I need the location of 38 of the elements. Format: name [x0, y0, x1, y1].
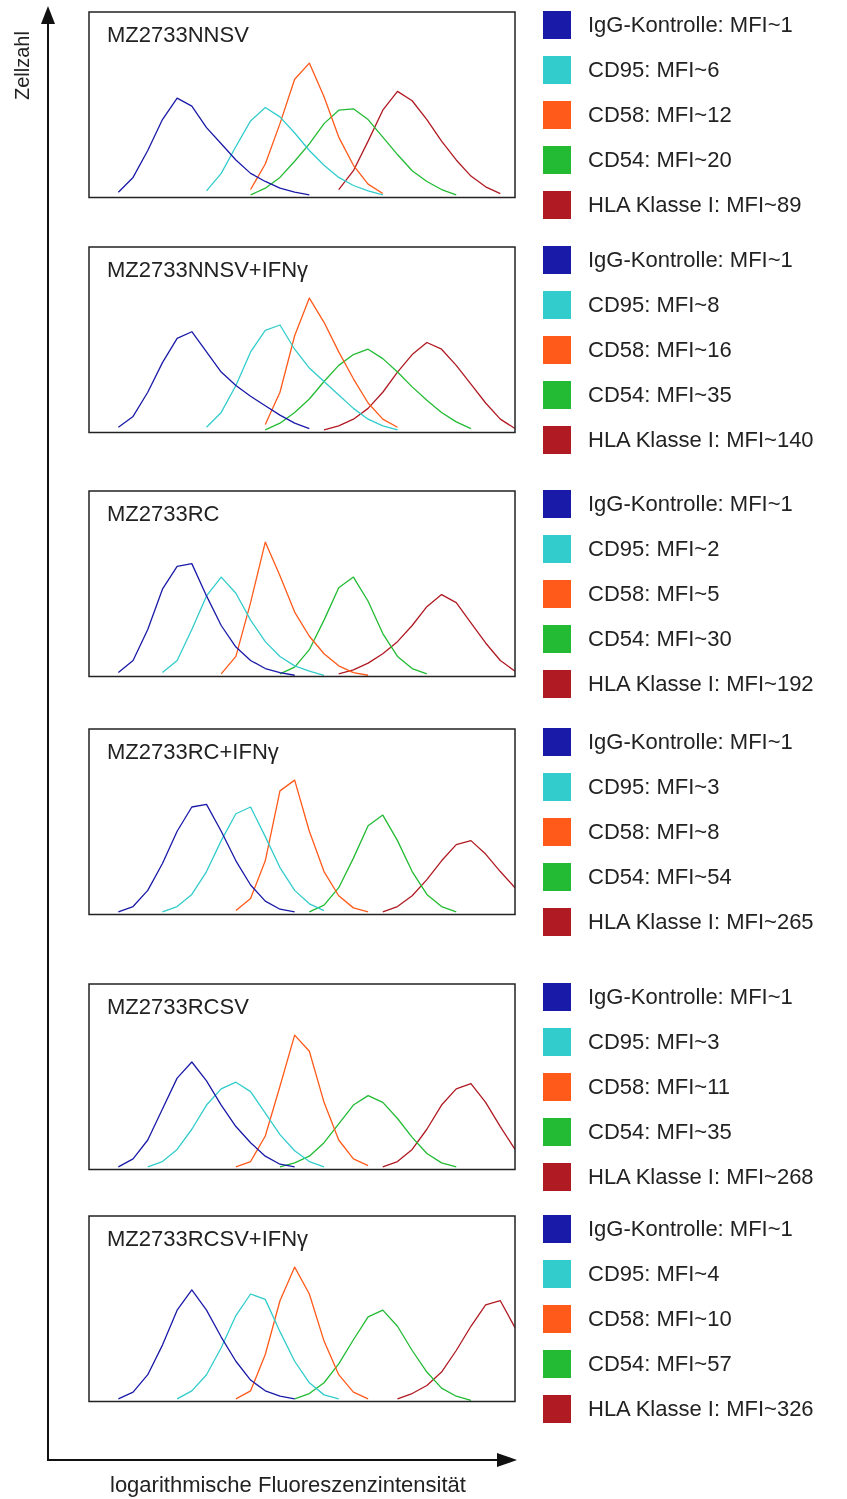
legend-label: IgG-Kontrolle: MFI~1 [588, 1216, 793, 1242]
legend-label: HLA Klasse I: MFI~265 [588, 909, 814, 935]
chart-title: MZ2733RC+IFNγ [107, 739, 279, 765]
legend-label: CD95: MFI~3 [588, 1029, 720, 1055]
legend-label: CD58: MFI~5 [588, 581, 720, 607]
legend-label: CD58: MFI~11 [588, 1074, 731, 1100]
chart-title: MZ2733RC [107, 501, 220, 527]
legend-label: CD58: MFI~12 [588, 102, 732, 128]
legend-label: CD58: MFI~16 [588, 337, 732, 363]
legend-label: CD54: MFI~35 [588, 1119, 732, 1145]
legend-label: IgG-Kontrolle: MFI~1 [588, 247, 793, 273]
legend-label: HLA Klasse I: MFI~140 [588, 427, 814, 453]
legend-label: CD54: MFI~57 [588, 1351, 732, 1377]
legend-label: CD54: MFI~54 [588, 864, 732, 890]
legend-label: HLA Klasse I: MFI~326 [588, 1396, 814, 1422]
legend-label: HLA Klasse I: MFI~192 [588, 671, 814, 697]
legend-label: CD95: MFI~8 [588, 292, 720, 318]
legend-label: IgG-Kontrolle: MFI~1 [588, 729, 793, 755]
legend-label: CD58: MFI~8 [588, 819, 720, 845]
chart-title: MZ2733RCSV [107, 994, 250, 1020]
y-axis-title: Zellzahl [11, 31, 34, 100]
legend-label: HLA Klasse I: MFI~89 [588, 192, 802, 218]
chart-title: MZ2733RCSV+IFNγ [107, 1226, 309, 1252]
legend-label: CD95: MFI~6 [588, 57, 720, 83]
chart-title: MZ2733NNSV [107, 22, 250, 48]
x-axis-title: logarithmische Fluoreszenzintensität [110, 1472, 466, 1498]
legend-label: CD54: MFI~20 [588, 147, 732, 173]
legend-label: CD95: MFI~3 [588, 774, 720, 800]
legend-label: CD54: MFI~35 [588, 382, 732, 408]
legend-label: CD95: MFI~2 [588, 536, 720, 562]
legend-label: CD54: MFI~30 [588, 626, 732, 652]
chart-title: MZ2733NNSV+IFNγ [107, 257, 309, 283]
legend-label: HLA Klasse I: MFI~268 [588, 1164, 814, 1190]
legend-label: CD58: MFI~10 [588, 1306, 732, 1332]
legend-label: IgG-Kontrolle: MFI~1 [588, 491, 793, 517]
legend-label: IgG-Kontrolle: MFI~1 [588, 984, 793, 1010]
legend-label: CD95: MFI~4 [588, 1261, 720, 1287]
legend-label: IgG-Kontrolle: MFI~1 [588, 12, 793, 38]
